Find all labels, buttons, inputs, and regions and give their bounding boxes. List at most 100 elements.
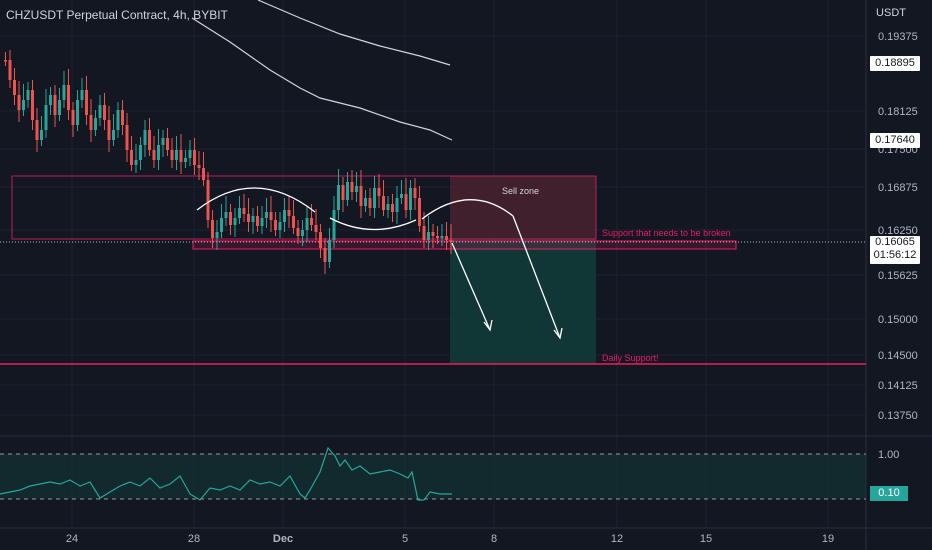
shoulder-arc-right[interactable] (421, 199, 514, 220)
candle-body[interactable] (31, 90, 34, 120)
chart-title[interactable]: CHZUSDT Perpetual Contract, 4h, BYBIT (6, 8, 228, 22)
candle-body[interactable] (58, 100, 61, 115)
candle-body[interactable] (152, 150, 156, 160)
candle-body[interactable] (368, 198, 372, 208)
candle-body[interactable] (319, 232, 322, 248)
candle-body[interactable] (265, 212, 268, 218)
shoulder-arc-left[interactable] (196, 187, 316, 213)
candle-body[interactable] (400, 194, 403, 198)
candle-body[interactable] (355, 186, 358, 192)
candle-body[interactable] (121, 110, 124, 125)
candle-body[interactable] (364, 198, 367, 206)
candle-body[interactable] (359, 186, 363, 206)
candle-body[interactable] (440, 236, 444, 238)
candle-body[interactable] (247, 214, 250, 222)
candle-body[interactable] (148, 130, 151, 150)
candle-body[interactable] (269, 212, 273, 220)
candle-body[interactable] (76, 100, 79, 125)
time-axis[interactable]: 24 28 Dec 5 8 12 15 19 (66, 533, 834, 545)
candle-body[interactable] (211, 220, 214, 238)
candle-body[interactable] (404, 194, 408, 210)
candle-body[interactable] (62, 85, 66, 100)
candle-body[interactable] (328, 240, 331, 262)
candle-body[interactable] (283, 210, 286, 222)
candle-body[interactable] (445, 236, 448, 240)
range-rectangle[interactable] (11, 175, 597, 240)
candle-body[interactable] (35, 120, 39, 140)
candle-body[interactable] (179, 150, 183, 162)
candle-body[interactable] (40, 130, 43, 140)
candle-body[interactable] (422, 226, 426, 240)
candle-body[interactable] (337, 185, 340, 210)
candle-body[interactable] (373, 188, 376, 208)
candle-body[interactable] (256, 216, 259, 226)
currency-label[interactable]: USDT (876, 7, 906, 19)
candle-body[interactable] (67, 85, 70, 110)
support-band[interactable] (192, 240, 737, 250)
projection-arrow-2[interactable] (512, 215, 561, 339)
candle-body[interactable] (22, 100, 25, 110)
candle-body[interactable] (166, 138, 169, 150)
candle-body[interactable] (224, 212, 228, 218)
candle-body[interactable] (8, 60, 12, 80)
candle-body[interactable] (292, 216, 295, 228)
candle-body[interactable] (103, 105, 106, 120)
candle-body[interactable] (233, 218, 237, 225)
sell-zone-box[interactable] (450, 176, 596, 239)
candle-body[interactable] (53, 95, 57, 115)
candle-body[interactable] (49, 95, 52, 105)
candle-body[interactable] (431, 232, 435, 236)
target-zone-box[interactable] (450, 239, 596, 364)
projection-arrow-1[interactable] (451, 242, 491, 331)
candle-body[interactable] (125, 125, 129, 150)
candle-body[interactable] (44, 105, 48, 130)
candle-body[interactable] (89, 115, 93, 130)
candle-body[interactable] (413, 188, 417, 198)
candle-body[interactable] (229, 212, 232, 225)
candle-body[interactable] (71, 110, 75, 125)
candle-body[interactable] (13, 80, 16, 95)
candle-body[interactable] (170, 150, 174, 160)
candle-body[interactable] (409, 188, 412, 210)
candle-body[interactable] (112, 130, 115, 140)
candle-body[interactable] (341, 185, 345, 200)
candle-body[interactable] (157, 145, 160, 160)
candle-body[interactable] (17, 95, 21, 110)
candle-body[interactable] (332, 210, 336, 240)
candle-body[interactable] (202, 168, 205, 180)
candle-body[interactable] (197, 165, 201, 168)
candle-body[interactable] (278, 222, 282, 230)
candle-body[interactable] (391, 204, 394, 212)
candle-body[interactable] (193, 150, 196, 165)
candle-body[interactable] (175, 150, 178, 160)
candle-body[interactable] (130, 150, 133, 165)
rsi-line[interactable] (0, 446, 452, 501)
candle-body[interactable] (251, 216, 255, 222)
moving-average-line-1[interactable] (257, 0, 451, 66)
candle-body[interactable] (287, 210, 291, 216)
candle-body[interactable] (395, 198, 399, 212)
candle-body[interactable] (323, 248, 327, 262)
candle-body[interactable] (206, 180, 210, 220)
candle-body[interactable] (310, 218, 313, 225)
head-arc-bottom[interactable] (329, 217, 417, 231)
pattern-drawings[interactable] (196, 187, 563, 340)
candle-body[interactable] (98, 105, 102, 118)
candle-body[interactable] (220, 218, 223, 232)
candle-body[interactable] (161, 138, 165, 145)
candle-body[interactable] (377, 188, 381, 196)
candle-body[interactable] (85, 90, 88, 115)
candle-body[interactable] (184, 158, 187, 162)
candle-body[interactable] (274, 220, 277, 230)
candle-body[interactable] (260, 218, 264, 226)
candle-body[interactable] (238, 208, 241, 218)
candle-body[interactable] (215, 232, 219, 238)
candle-body[interactable] (301, 230, 304, 236)
candle-body[interactable] (134, 160, 138, 165)
candle-body[interactable] (80, 90, 84, 100)
moving-average-line-2[interactable] (191, 17, 453, 141)
candle-body[interactable] (449, 240, 453, 242)
candlestick-series[interactable] (4, 50, 453, 274)
candle-body[interactable] (26, 90, 30, 100)
candle-body[interactable] (427, 232, 430, 240)
